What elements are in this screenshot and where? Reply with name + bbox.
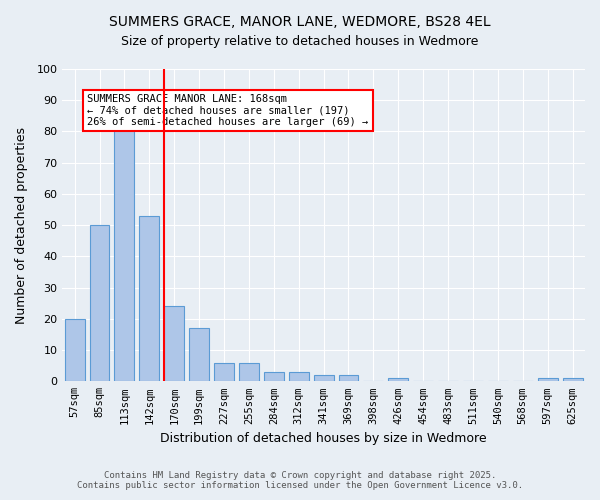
Text: SUMMERS GRACE MANOR LANE: 168sqm
← 74% of detached houses are smaller (197)
26% : SUMMERS GRACE MANOR LANE: 168sqm ← 74% o… bbox=[87, 94, 368, 127]
Bar bbox=[538, 378, 557, 382]
X-axis label: Distribution of detached houses by size in Wedmore: Distribution of detached houses by size … bbox=[160, 432, 487, 445]
Bar bbox=[289, 372, 308, 382]
Bar bbox=[164, 306, 184, 382]
Bar bbox=[338, 375, 358, 382]
Bar bbox=[139, 216, 159, 382]
Bar bbox=[89, 225, 109, 382]
Bar bbox=[239, 362, 259, 382]
Text: Size of property relative to detached houses in Wedmore: Size of property relative to detached ho… bbox=[121, 35, 479, 48]
Text: SUMMERS GRACE, MANOR LANE, WEDMORE, BS28 4EL: SUMMERS GRACE, MANOR LANE, WEDMORE, BS28… bbox=[109, 15, 491, 29]
Bar bbox=[65, 319, 85, 382]
Bar bbox=[115, 128, 134, 382]
Text: Contains HM Land Registry data © Crown copyright and database right 2025.
Contai: Contains HM Land Registry data © Crown c… bbox=[77, 470, 523, 490]
Bar bbox=[388, 378, 408, 382]
Bar bbox=[314, 375, 334, 382]
Bar bbox=[189, 328, 209, 382]
Y-axis label: Number of detached properties: Number of detached properties bbox=[15, 126, 28, 324]
Bar bbox=[214, 362, 234, 382]
Bar bbox=[563, 378, 583, 382]
Bar bbox=[264, 372, 284, 382]
